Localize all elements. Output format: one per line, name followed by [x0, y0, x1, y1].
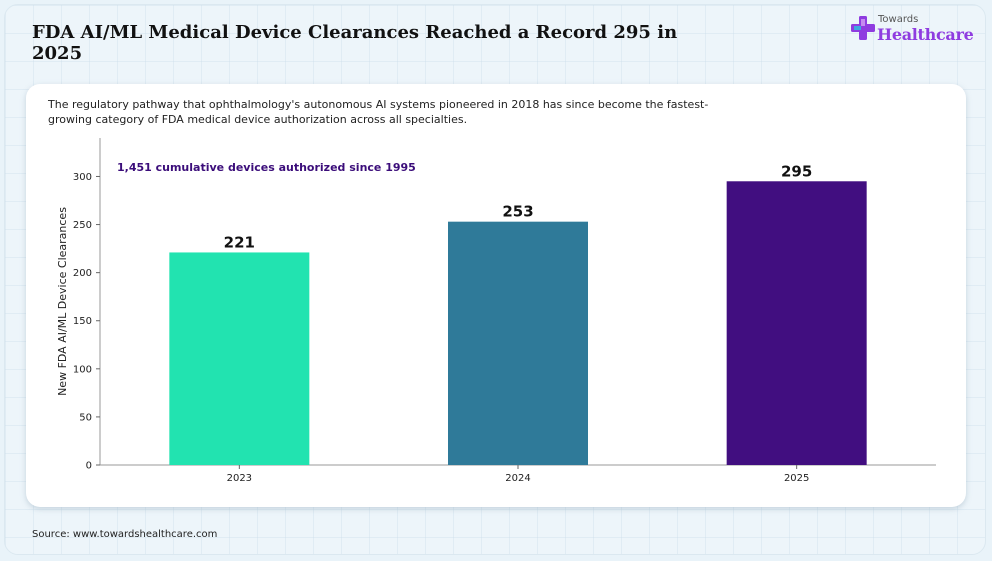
x-tick-label-2025: 2025 [784, 473, 809, 484]
logo-text-brand: Healthcare [877, 25, 974, 44]
y-axis-label: New FDA AI/ML Device Clearances [56, 207, 69, 396]
bar-2023 [169, 252, 310, 465]
data-label-2023: 221 [224, 233, 255, 251]
source-note: Source: www.towardshealthcare.com [32, 529, 218, 540]
y-tick-label: 100 [73, 364, 92, 375]
logo-text-small: Towards [878, 14, 919, 25]
page-title: FDA AI/ML Medical Device Clearances Reac… [32, 22, 678, 64]
y-tick-label: 250 [73, 220, 92, 231]
data-label-2025: 295 [781, 162, 812, 180]
brand-logo: Towards Healthcare [851, 12, 974, 48]
bar-2025 [726, 181, 867, 465]
data-label-2024: 253 [502, 203, 533, 221]
medical-cross-icon [851, 16, 875, 40]
y-tick-label: 50 [79, 412, 92, 423]
x-tick-label-2024: 2024 [505, 473, 530, 484]
chart-subtitle: The regulatory pathway that ophthalmolog… [48, 98, 709, 126]
y-tick-label: 0 [86, 461, 92, 472]
y-tick-label: 150 [73, 316, 92, 327]
cumulative-annotation: 1,451 cumulative devices authorized sinc… [117, 161, 416, 174]
y-tick-label: 300 [73, 172, 92, 183]
y-tick-label: 200 [73, 268, 92, 279]
bar-2024 [448, 221, 588, 465]
x-tick-label-2023: 2023 [227, 473, 252, 484]
